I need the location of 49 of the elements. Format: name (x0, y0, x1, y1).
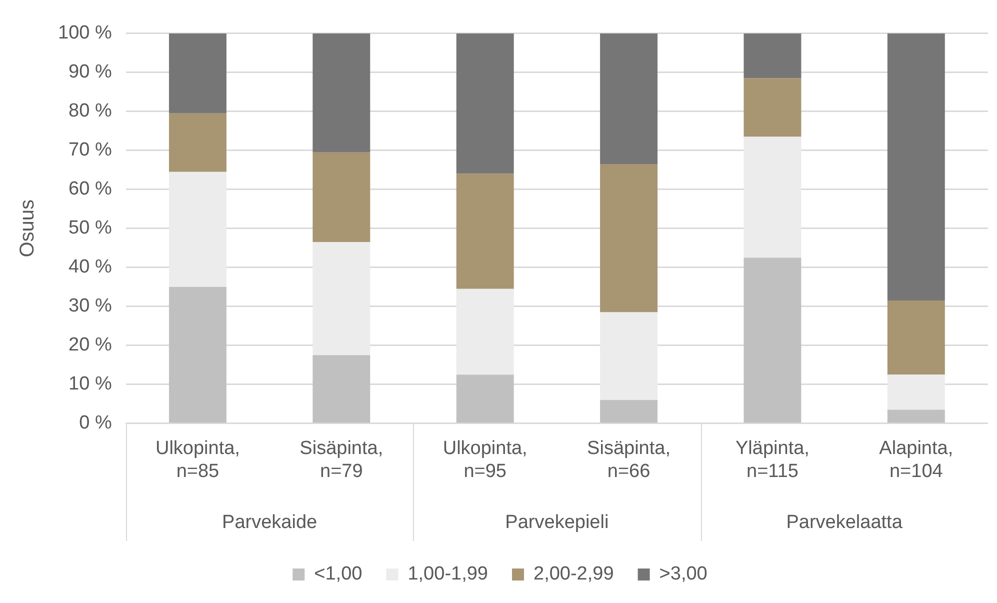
bar (312, 152, 370, 242)
bar (887, 374, 945, 410)
x-tick-label: Ulkopinta, n=85 (155, 438, 240, 482)
text: Parvekaide (222, 512, 318, 534)
legend-label: >3,00 (659, 564, 708, 585)
x-tick-label: Alapinta, n=104 (879, 438, 954, 482)
y-tick-label: 70 % (68, 140, 112, 161)
y-tick-label: 20 % (68, 334, 112, 356)
bar (168, 172, 226, 287)
bar (456, 288, 514, 375)
x-tick-label: Ulkopinta, n=95 (442, 438, 528, 482)
x-tick-label: Sisäpinta, n=79 (300, 438, 384, 482)
bar (600, 312, 658, 400)
bar (456, 174, 514, 289)
bar (312, 355, 370, 423)
y-tick-label: 0 % (79, 412, 112, 434)
bar (887, 300, 945, 375)
bar (168, 33, 226, 114)
y-tick-label: 10 % (68, 374, 112, 395)
bar (312, 33, 370, 152)
bar (887, 410, 945, 423)
bar (887, 33, 945, 301)
bar (168, 286, 226, 423)
bar (744, 258, 802, 423)
bar (744, 78, 802, 137)
legend-label: <1,00 (314, 564, 362, 585)
bar (312, 242, 370, 356)
legend-label: 1,00-1,99 (408, 564, 488, 585)
bar (600, 164, 658, 312)
legend-label: 2,00-2,99 (534, 564, 614, 585)
bar (744, 136, 802, 258)
bar (456, 33, 514, 174)
bar (600, 400, 658, 423)
text: Parvekepieli (505, 512, 609, 534)
bar (744, 33, 802, 78)
y-tick-label: 60 % (68, 178, 112, 200)
y-tick-label: 50 % (68, 218, 112, 239)
bar (600, 33, 658, 164)
x-tick-label: Sisäpinta, n=66 (587, 438, 671, 482)
text: Parvekelaatta (786, 512, 903, 534)
y-tick-label: 30 % (68, 296, 112, 317)
y-tick-label: 80 % (68, 100, 112, 122)
y-tick-label: 100 % (58, 22, 112, 44)
bar (456, 374, 514, 423)
y-tick-label: 90 % (68, 62, 112, 83)
x-tick-label: Yläpinta, n=115 (735, 438, 810, 482)
bar (168, 113, 226, 172)
y-axis-title: Osuus (16, 199, 39, 258)
y-tick-label: 40 % (68, 256, 112, 278)
